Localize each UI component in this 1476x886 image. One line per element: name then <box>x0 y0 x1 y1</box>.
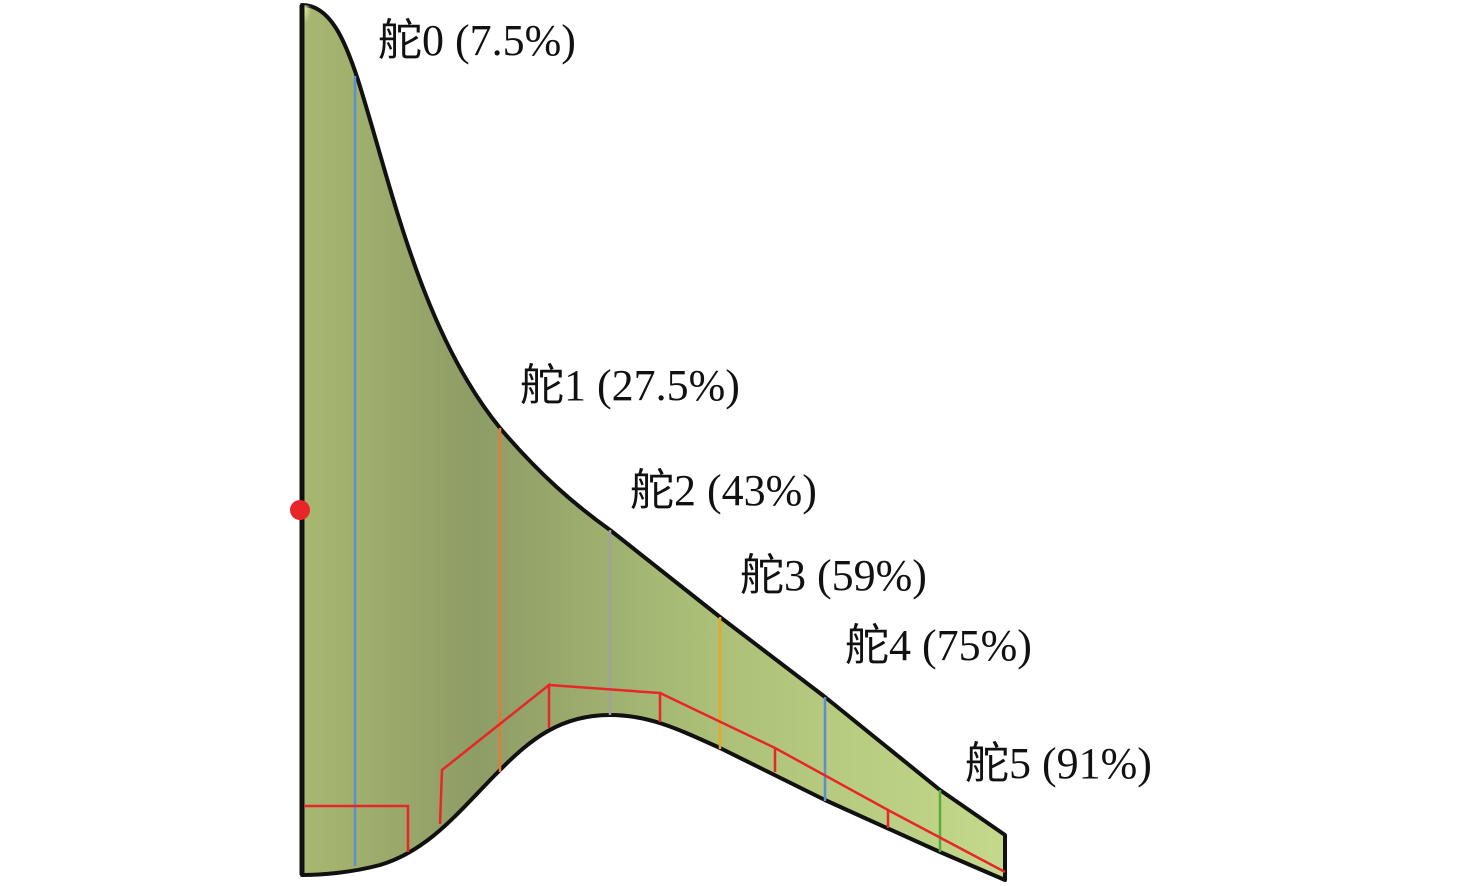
surface-label: 舵3 (59%) <box>740 551 927 600</box>
surface-outline <box>887 808 1006 874</box>
surface-outline <box>304 804 410 852</box>
surface-label: 舵4 (75%) <box>845 621 1032 670</box>
control-surfaces <box>304 682 1006 874</box>
reference-point <box>290 500 310 520</box>
wing-body <box>300 3 1007 882</box>
surface-label: 舵2 (43%) <box>630 466 817 515</box>
wing-highlight <box>302 5 358 120</box>
surface-outline <box>438 682 551 825</box>
surface-label: 舵0 (7.5%) <box>378 16 576 65</box>
surface-label: 舵5 (91%) <box>965 739 1152 788</box>
surface-label: 舵1 (27.5%) <box>520 361 740 410</box>
